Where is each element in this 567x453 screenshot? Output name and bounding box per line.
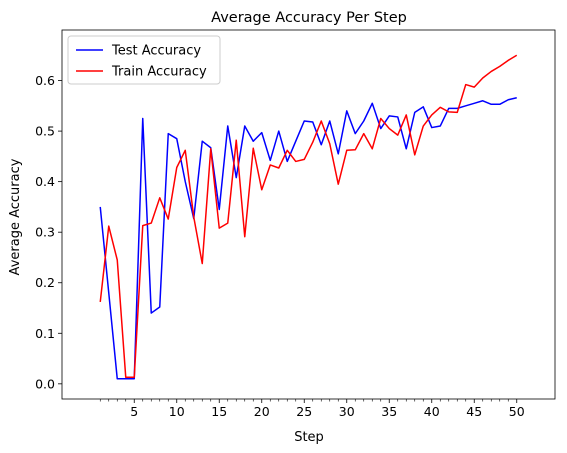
x-tick-label: 45 xyxy=(466,404,482,419)
series-line-train-accuracy xyxy=(99,54,518,379)
plot-area: 5 10 15 20 25 30 35 40 45 50 0.0 0.1 0.2 0.3 0.4 0.5 0.6… xyxy=(35,29,556,419)
legend-label-test: Test Accuracy xyxy=(111,44,201,59)
y-axis-label: Average Accuracy xyxy=(8,158,23,275)
y-tick-label: 0.2 xyxy=(35,275,55,290)
x-tick-label: 5 xyxy=(130,404,138,419)
x-tick-label: 15 xyxy=(211,404,227,419)
x-tick-label: 35 xyxy=(381,404,397,419)
y-tick-label: 0.5 xyxy=(35,124,55,139)
x-tick-label: 30 xyxy=(339,404,355,419)
y-tick-label: 0.1 xyxy=(35,326,55,341)
legend-label-train: Train Accuracy xyxy=(111,65,207,80)
x-axis-label: Step xyxy=(294,430,324,445)
y-tick-label: 0.0 xyxy=(35,376,55,391)
x-tick-label: 40 xyxy=(424,404,440,419)
y-tick-label: 0.6 xyxy=(35,73,55,88)
x-tick-label: 20 xyxy=(254,404,270,419)
series-line-test-accuracy xyxy=(99,97,517,380)
legend-box xyxy=(67,35,221,85)
x-tick-label: 10 xyxy=(169,404,185,419)
x-tick-label: 50 xyxy=(509,404,525,419)
chart-title: Average Accuracy Per Step xyxy=(211,10,407,26)
y-tick-label: 0.3 xyxy=(35,225,55,240)
y-tick-label: 0.4 xyxy=(35,174,55,189)
axes-frame xyxy=(61,29,556,400)
legend: Test Accuracy Train Accuracy xyxy=(67,35,221,85)
x-tick-label: 25 xyxy=(296,404,312,419)
